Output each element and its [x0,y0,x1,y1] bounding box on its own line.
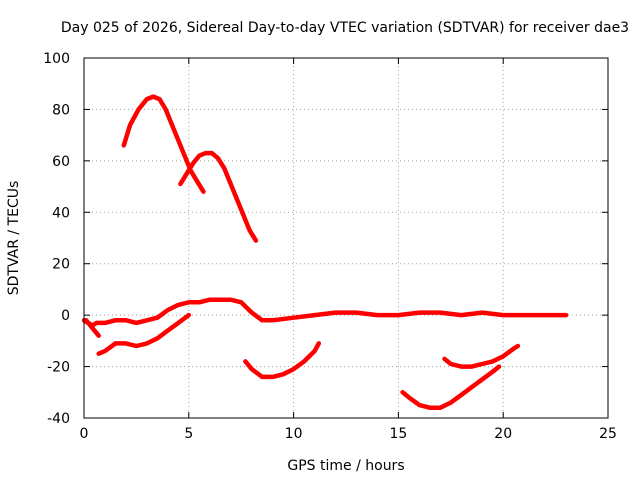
series-arc-7 [400,364,502,410]
y-tick-label: 0 [61,308,70,324]
y-tick-label: -40 [47,411,70,427]
y-tick-label: -20 [47,360,70,376]
series-arc-2 [178,150,259,243]
ticks-layer: 0 5 10 15 20 25 -40 -20 0 20 40 60 80 100 [43,51,617,442]
series-arc-6 [243,341,322,380]
series-arc-3 [81,297,569,328]
y-tick-label: 60 [52,154,70,170]
x-tick-label: 15 [389,426,407,442]
series-arc-4 [83,318,101,338]
series-arc-5 [96,312,192,356]
grid-layer [84,58,608,418]
y-tick-label: 40 [52,205,70,221]
x-tick-label: 5 [184,426,193,442]
chart-title: Day 025 of 2026, Sidereal Day-to-day VTE… [61,20,629,36]
plot-frame [83,57,609,419]
series-arc-1 [121,94,206,194]
x-tick-label: 25 [599,426,617,442]
x-tick-label: 0 [80,426,89,442]
x-tick-label: 10 [285,426,303,442]
y-tick-label: 80 [52,102,70,118]
y-tick-label: 20 [52,257,70,273]
x-axis-label: GPS time / hours [287,458,404,474]
x-tick-label: 20 [494,426,512,442]
series-arc-8 [442,343,521,369]
series-layer [81,94,569,410]
y-axis-label: SDTVAR / TECUs [6,181,22,296]
y-tick-label: 100 [43,51,70,67]
